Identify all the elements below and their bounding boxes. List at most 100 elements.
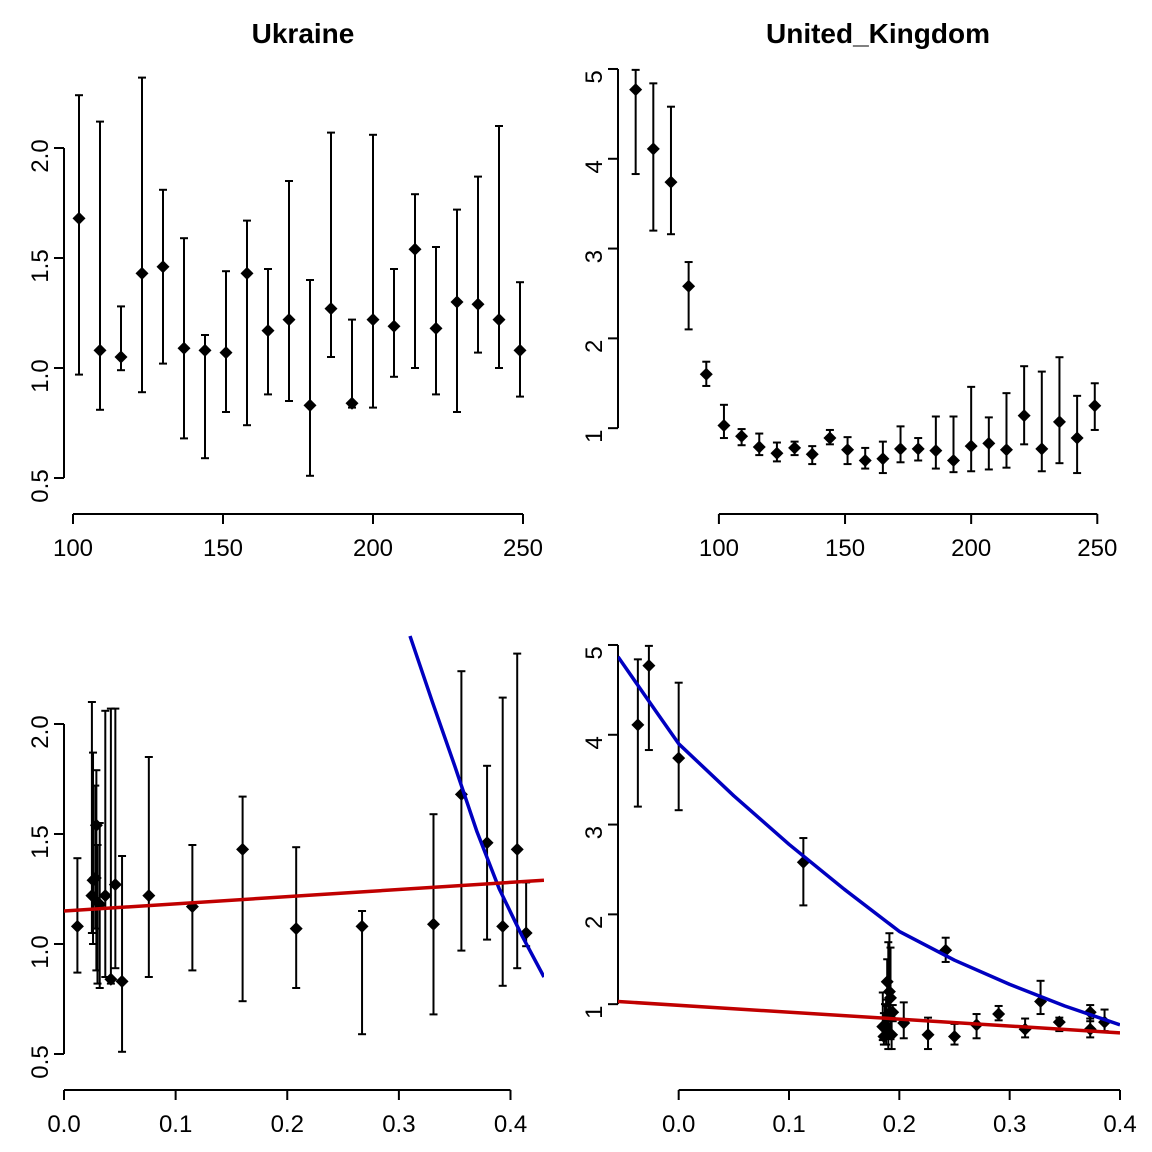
data-point [894, 442, 908, 456]
data-point [240, 266, 254, 280]
x-axis: 100 150 200 250 [53, 513, 543, 562]
data-point [471, 297, 485, 311]
panel-title: United_Kingdom [766, 18, 990, 49]
data-point [324, 302, 338, 316]
x-tick-label: 150 [825, 535, 865, 562]
data-point [450, 295, 464, 309]
y-tick-label: 2 [581, 340, 608, 353]
data-point [752, 440, 766, 454]
data-point [646, 142, 660, 156]
data-point [1070, 431, 1084, 445]
data-point [735, 429, 749, 443]
x-tick-label: 0.1 [772, 1111, 805, 1138]
y-tick-label: 3 [581, 826, 608, 839]
y-tick-label: 0.5 [27, 1045, 54, 1078]
data-point [629, 83, 643, 97]
data-point [88, 871, 102, 885]
x-tick-label: 0.0 [47, 1111, 80, 1138]
data-point [921, 1028, 935, 1042]
data-point [345, 396, 359, 410]
fit-lines [618, 655, 1120, 1035]
panel-ukraine-fit: 0.0 0.1 0.2 0.3 0.4 0.5 1.0 1.5 2.0 [27, 635, 544, 1138]
data-point [1088, 399, 1102, 413]
y-tick-label: 1.0 [27, 935, 54, 968]
data-point [513, 343, 527, 357]
data-point [805, 447, 819, 461]
data-point [999, 443, 1013, 457]
data-point [948, 1029, 962, 1043]
data-point [911, 442, 925, 456]
y-tick-label: 1 [581, 1005, 608, 1018]
data-point [198, 343, 212, 357]
data-point [717, 418, 731, 432]
y-axis: 1 2 3 4 5 [581, 67, 619, 443]
y-tick-label: 1.5 [27, 825, 54, 858]
y-tick-label: 3 [581, 250, 608, 263]
x-tick-label: 100 [53, 535, 93, 562]
data-point [261, 324, 275, 338]
y-tick-label: 1.0 [27, 359, 54, 392]
data-point [366, 313, 380, 327]
data-point [219, 346, 233, 360]
data-point [1052, 415, 1066, 429]
data-points [70, 652, 533, 1053]
data-point [156, 260, 170, 274]
data-point [1052, 1015, 1066, 1029]
y-axis: 0.5 1.0 1.5 2.0 [27, 139, 65, 503]
data-point [355, 919, 369, 933]
y-axis: 1 2 3 4 5 [581, 643, 619, 1019]
data-points [72, 76, 527, 477]
data-point [880, 975, 894, 989]
data-point [858, 453, 872, 467]
data-point [72, 211, 86, 225]
data-point [841, 443, 855, 457]
x-tick-label: 0.4 [1103, 1111, 1136, 1138]
panel-ukraine-time: Ukraine 100 150 200 250 0.5 1.0 1.5 2.0 [27, 18, 543, 562]
data-point [114, 350, 128, 364]
data-point [947, 453, 961, 467]
y-tick-label: 5 [581, 70, 608, 83]
data-point [982, 436, 996, 450]
data-point [1017, 409, 1031, 423]
data-point [510, 842, 524, 856]
data-point [672, 751, 686, 765]
data-point [1035, 442, 1049, 456]
y-tick-label: 2.0 [27, 139, 54, 172]
x-tick-label: 250 [1077, 535, 1117, 562]
data-point [408, 242, 422, 256]
y-tick-label: 1.5 [27, 249, 54, 282]
data-point [115, 974, 129, 988]
data-point [699, 367, 713, 381]
x-tick-label: 0.1 [159, 1111, 192, 1138]
data-point [177, 341, 191, 355]
y-tick-label: 5 [581, 646, 608, 659]
x-tick-label: 0.4 [494, 1111, 527, 1138]
data-point [93, 343, 107, 357]
data-point [682, 279, 696, 293]
data-point [770, 446, 784, 460]
x-tick-label: 0.3 [993, 1111, 1026, 1138]
data-point [142, 889, 156, 903]
data-point [98, 889, 112, 903]
y-axis: 0.5 1.0 1.5 2.0 [27, 715, 65, 1079]
fit-lines [64, 635, 544, 978]
data-point [387, 319, 401, 333]
panel-united-kingdom-fit: 0.0 0.1 0.2 0.3 0.4 1 2 3 4 5 [581, 643, 1137, 1138]
data-point [135, 266, 149, 280]
data-point [70, 919, 84, 933]
y-tick-label: 1 [581, 429, 608, 442]
data-point [884, 991, 898, 1005]
fit-line [64, 878, 544, 913]
x-tick-label: 250 [503, 535, 543, 562]
fit-line [618, 655, 1120, 1027]
data-point [303, 398, 317, 412]
x-tick-label: 200 [951, 535, 991, 562]
y-tick-label: 0.5 [27, 469, 54, 502]
data-point [1018, 1022, 1032, 1036]
data-point [496, 919, 510, 933]
x-tick-label: 150 [203, 535, 243, 562]
data-point [429, 321, 443, 335]
x-tick-label: 0.0 [662, 1111, 695, 1138]
data-point [788, 441, 802, 455]
